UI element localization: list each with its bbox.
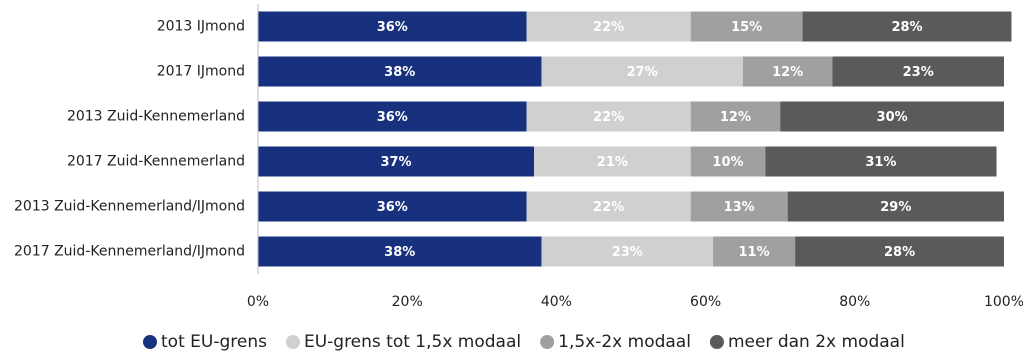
bar-segment [690, 146, 766, 177]
bar-segment [690, 191, 788, 222]
bar-segment [258, 56, 542, 87]
bar-segment [690, 101, 781, 132]
data-label: 36% [377, 20, 408, 35]
bar-segment [526, 191, 691, 222]
x-tick-label: 60% [690, 294, 721, 310]
data-label: 30% [877, 110, 908, 125]
data-label: 15% [731, 20, 762, 35]
bar-segment [802, 11, 1012, 42]
bar-segment [765, 146, 997, 177]
y-tick-label: 2017 Zuid-Kennemerland/IJmond [14, 244, 245, 260]
bar-segment [541, 236, 714, 267]
data-label: 22% [593, 20, 624, 35]
bar-segment [713, 236, 796, 267]
legend-marker [143, 335, 157, 349]
legend-marker [709, 335, 724, 349]
x-tick-label: 100% [984, 294, 1023, 310]
x-tick-label: 0% [247, 294, 269, 310]
bar-segment [787, 191, 1004, 222]
bar-segment [541, 56, 743, 87]
bar-segment [258, 146, 535, 177]
data-label: 37% [380, 155, 411, 170]
y-tick-label: 2013 Zuid-Kennemerland [67, 109, 245, 125]
legend-label: tot EU-grens [161, 332, 267, 352]
bar-segment [258, 101, 527, 132]
bar-segment [526, 11, 691, 42]
data-label: 23% [612, 245, 643, 260]
data-label: 31% [865, 155, 896, 170]
data-label: 12% [772, 65, 803, 80]
bar-segment [258, 11, 527, 42]
data-label: 23% [903, 65, 934, 80]
bar-segment [526, 101, 691, 132]
x-tick-label: 40% [541, 294, 572, 310]
y-tick-label: 2017 Zuid-Kennemerland [67, 154, 245, 170]
legend-marker [540, 335, 555, 349]
data-label: 10% [712, 155, 743, 170]
data-label: 28% [884, 245, 915, 260]
bar-segment [258, 236, 542, 267]
data-label: 28% [891, 20, 922, 35]
data-label: 21% [597, 155, 628, 170]
x-tick-label: 80% [839, 294, 870, 310]
legend-label: EU-grens tot 1,5x modaal [304, 332, 521, 352]
bar-segment [690, 11, 803, 42]
data-label: 12% [720, 110, 751, 125]
data-label: 36% [377, 110, 408, 125]
y-tick-label: 2013 IJmond [157, 19, 245, 35]
y-tick-label: 2017 IJmond [157, 64, 245, 80]
data-label: 29% [880, 200, 911, 215]
bar-segment [742, 56, 833, 87]
x-tick-label: 20% [392, 294, 423, 310]
legend-label: meer dan 2x modaal [728, 332, 905, 352]
data-label: 36% [377, 200, 408, 215]
bar-segment [780, 101, 1004, 132]
bar-segment [534, 146, 691, 177]
bar-segment [795, 236, 1004, 267]
data-label: 38% [384, 245, 415, 260]
legend-marker [285, 335, 300, 349]
y-tick-label: 2013 Zuid-Kennemerland/IJmond [14, 199, 245, 215]
data-label: 27% [627, 65, 658, 80]
data-label: 22% [593, 110, 624, 125]
bar-segment [832, 56, 1004, 87]
bar-segment [258, 191, 527, 222]
data-label: 13% [724, 200, 755, 215]
data-label: 22% [593, 200, 624, 215]
legend-label: 1,5x-2x modaal [558, 332, 691, 352]
data-label: 11% [739, 245, 770, 260]
data-label: 38% [384, 65, 415, 80]
